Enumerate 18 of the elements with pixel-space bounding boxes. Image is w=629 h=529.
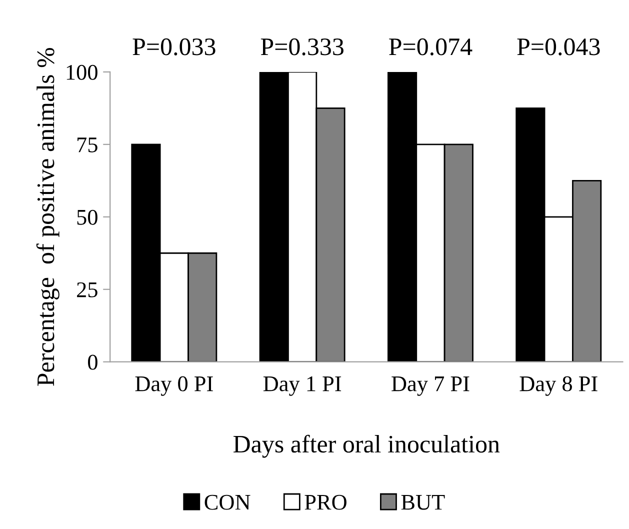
text: P=0.333 [260,38,344,56]
x-tick-label: Day 1 PI [263,376,342,396]
x-tick-label: Day 8 PI [520,376,598,396]
y-tick-label: 75 [78,138,98,152]
legend-label: CON [204,494,250,510]
legend-label: PRO [304,494,346,510]
x-tick-label: Day 0 PI [135,376,213,396]
x-axis-title: Days after oral inoculation [233,434,500,458]
text: P=0.033 [132,38,216,56]
y-tick-label: 100 [66,64,98,80]
legend-label: BUT [401,495,445,510]
x-tick-label: Day 7 PI [392,376,470,396]
y-tick-label: 50 [77,210,98,225]
y-axis-title: Percentage of positive animals % [36,48,60,386]
y-tick-label: 25 [77,282,98,298]
text: P=0.074 [389,38,472,56]
y-tick-label: 0 [88,354,98,370]
text: P=0.043 [517,38,600,56]
